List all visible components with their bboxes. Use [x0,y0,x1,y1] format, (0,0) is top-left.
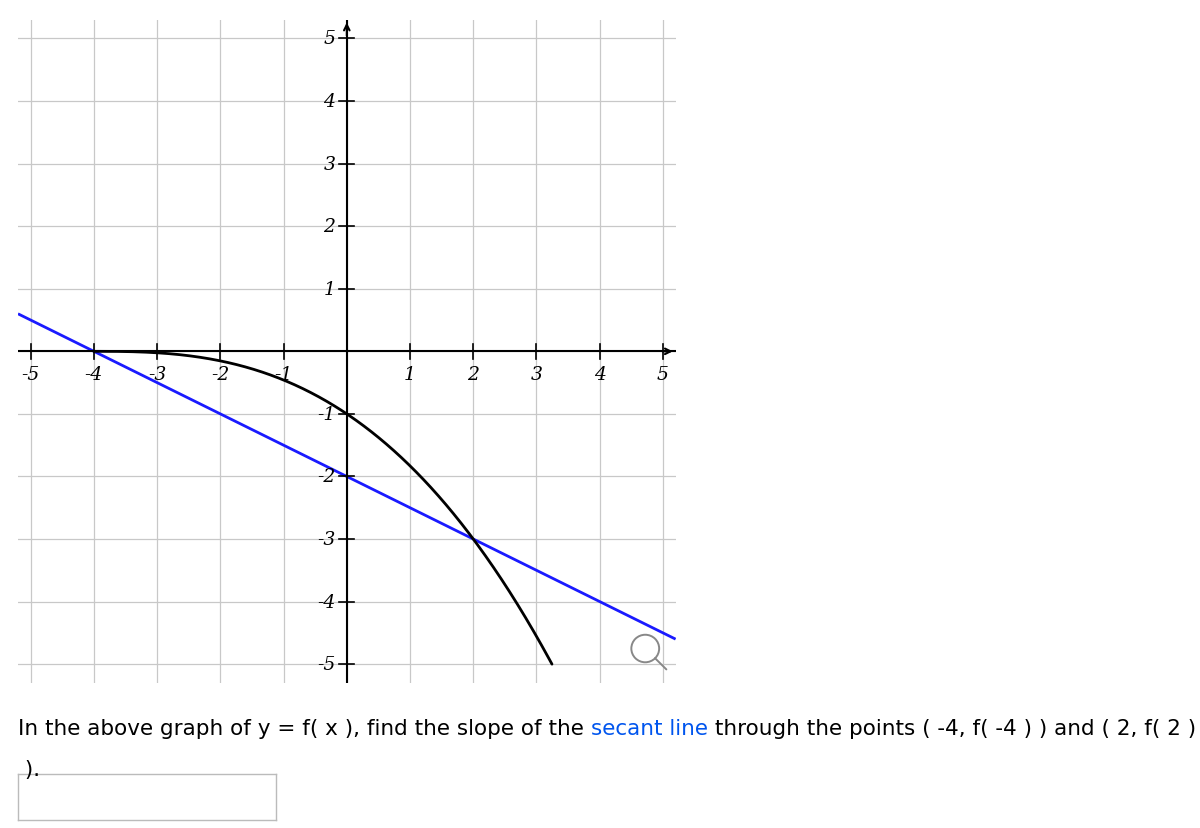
Text: -4: -4 [317,593,336,611]
Text: 4: 4 [594,366,606,383]
Text: -4: -4 [85,366,103,383]
Text: 2: 2 [467,366,479,383]
Text: 3: 3 [324,156,336,173]
Text: 4: 4 [324,93,336,111]
Text: -3: -3 [148,366,167,383]
Text: 5: 5 [324,31,336,48]
Text: -1: -1 [275,366,293,383]
Text: In the above graph of y = f( x ), find the slope of the: In the above graph of y = f( x ), find t… [18,718,590,738]
Text: -3: -3 [317,531,336,548]
Text: -2: -2 [211,366,229,383]
Text: -2: -2 [317,468,336,486]
Text: 3: 3 [530,366,542,383]
Text: through the points ( -4, f( -4 ) ) and ( 2, f( 2 ): through the points ( -4, f( -4 ) ) and (… [708,718,1196,738]
Text: 1: 1 [324,281,336,298]
Text: -1: -1 [317,406,336,423]
Text: -5: -5 [22,366,40,383]
Text: 2: 2 [324,218,336,236]
Text: 1: 1 [404,366,416,383]
Text: -5: -5 [317,656,336,673]
Text: secant line: secant line [590,718,708,738]
Text: ).: ). [18,759,40,779]
Text: 5: 5 [658,366,668,383]
